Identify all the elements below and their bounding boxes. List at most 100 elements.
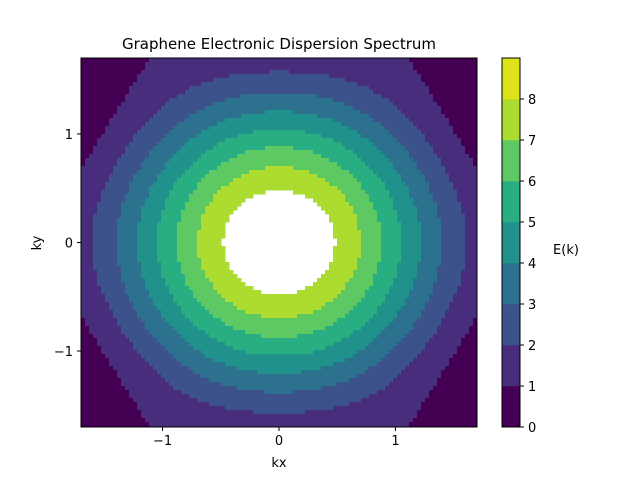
contour-cell [285,326,290,331]
contour-cell [157,334,162,339]
contour-cell [109,390,114,395]
contour-cell [205,342,210,347]
contour-cell [169,366,174,371]
contour-cell [229,322,234,327]
contour-cell [201,174,206,179]
contour-cell [277,302,282,307]
contour-cell [173,226,178,231]
contour-cell [193,250,198,255]
contour-cell [217,202,222,207]
contour-cell [245,378,250,383]
contour-cell [177,250,182,255]
contour-cell [109,358,114,363]
contour-cell [277,138,282,143]
contour-cell [193,230,198,235]
contour-cell [201,62,206,67]
contour-cell [293,330,298,335]
contour-cell [257,90,262,95]
contour-cell [149,166,154,171]
contour-cell [109,134,114,139]
contour-cell [137,170,142,175]
contour-cell [249,102,254,107]
contour-cell [281,98,286,103]
contour-cell [85,254,90,259]
contour-cell [105,358,110,363]
contour-cell [233,362,238,367]
contour-cell [281,138,286,143]
contour-cell [85,194,90,199]
contour-cell [225,98,230,103]
contour-cell [149,110,154,115]
contour-cell [89,390,94,395]
contour-cell [309,66,314,71]
contour-cell [165,266,170,271]
contour-cell [113,198,118,203]
contour-cell [133,334,138,339]
contour-cell [93,422,98,427]
contour-cell [317,118,322,123]
contour-cell [105,342,110,347]
contour-cell [293,394,298,399]
contour-cell [289,106,294,111]
contour-cell [221,246,226,251]
contour-cell [93,318,98,323]
contour-cell [265,366,270,371]
contour-cell [93,254,98,259]
contour-cell [249,86,254,91]
contour-cell [245,170,250,175]
contour-cell [141,134,146,139]
contour-cell [229,202,234,207]
contour-cell [89,226,94,231]
contour-cell [145,366,150,371]
contour-cell [233,158,238,163]
contour-cell [149,286,154,291]
contour-cell [101,110,106,115]
contour-cell [173,342,178,347]
contour-cell [161,350,166,355]
contour-cell [301,322,306,327]
contour-cell [185,358,190,363]
contour-cell [217,90,222,95]
contour-cell [201,74,206,79]
contour-cell [109,130,114,135]
contour-cell [225,182,230,187]
contour-cell [81,350,86,355]
contour-cell [153,418,158,423]
contour-cell [113,162,118,167]
contour-cell [113,290,118,295]
contour-cell [293,142,298,147]
contour-cell [89,90,94,95]
contour-cell [161,294,166,299]
contour-cell [309,334,314,339]
contour-cell [213,314,218,319]
contour-cell [197,362,202,367]
contour-cell [185,262,190,267]
contour-cell [185,382,190,387]
contour-cell [289,110,294,115]
contour-cell [189,82,194,87]
contour-cell [293,306,298,311]
contour-cell [133,122,138,127]
contour-cell [81,366,86,371]
contour-cell [293,314,298,319]
contour-cell [173,166,178,171]
contour-cell [241,102,246,107]
contour-cell [161,270,166,275]
contour-cell [289,70,294,75]
contour-cell [125,306,130,311]
contour-cell [85,314,90,319]
contour-cell [129,66,134,71]
contour-cell [213,82,218,87]
contour-cell [129,310,134,315]
contour-cell [241,98,246,103]
contour-cell [305,106,310,111]
contour-cell [89,354,94,359]
contour-cell [133,218,138,223]
contour-cell [141,354,146,359]
contour-cell [121,194,126,199]
contour-cell [169,98,174,103]
contour-cell [93,150,98,155]
contour-cell [213,346,218,351]
contour-cell [145,422,150,427]
contour-cell [129,282,134,287]
